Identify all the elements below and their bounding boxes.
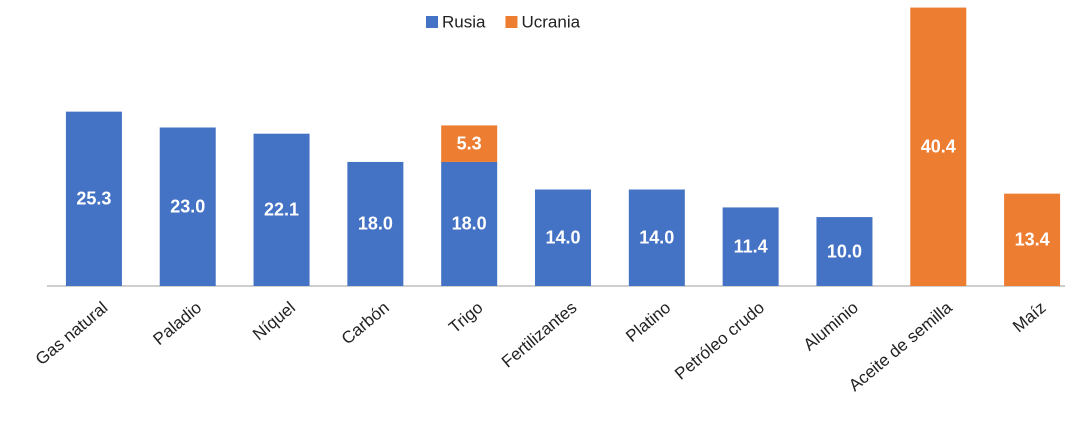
x-tick-label: Paladio (150, 298, 206, 349)
x-tick-label: Trigo (445, 298, 486, 337)
value-label: 40.4 (921, 137, 956, 157)
value-label: 25.3 (76, 189, 111, 209)
x-tick-label: Platino (622, 298, 674, 346)
x-tick-label: Fertilizantes (498, 298, 580, 371)
bar (347, 161, 404, 286)
value-label: 14.0 (639, 228, 674, 248)
value-label: 10.0 (827, 241, 862, 261)
x-tick-label: Aceite de semilla (845, 298, 956, 396)
bar (535, 189, 591, 286)
bar (441, 125, 498, 162)
x-tick-label: Gas natural (32, 298, 112, 369)
legend-swatch (505, 16, 518, 28)
value-label: 14.0 (545, 228, 580, 248)
bar (628, 189, 685, 286)
value-label: 23.0 (170, 196, 205, 216)
value-label: 11.4 (734, 236, 768, 256)
legend-label: Rusia (442, 12, 486, 31)
bar (910, 7, 967, 287)
x-tick-label: Maíz (1009, 298, 1049, 336)
legend-label: Ucrania (521, 12, 580, 31)
value-label: 18.0 (452, 214, 487, 234)
x-tick-label: Carbón (338, 298, 393, 348)
bar (253, 133, 310, 286)
legend-swatch (426, 16, 438, 28)
bar (159, 127, 216, 286)
value-label: 22.1 (264, 200, 299, 220)
bar (816, 217, 873, 286)
bar (722, 207, 779, 286)
x-tick-label: Níquel (249, 298, 299, 344)
value-label: 13.4 (1015, 230, 1050, 250)
bar (1004, 193, 1061, 286)
bar (65, 111, 122, 286)
x-tick-label: Petróleo crudo (671, 298, 768, 384)
x-tick-label: Aluminio (800, 298, 862, 354)
bar (441, 161, 498, 286)
value-label: 18.0 (358, 214, 393, 234)
value-label: 5.3 (457, 133, 482, 153)
